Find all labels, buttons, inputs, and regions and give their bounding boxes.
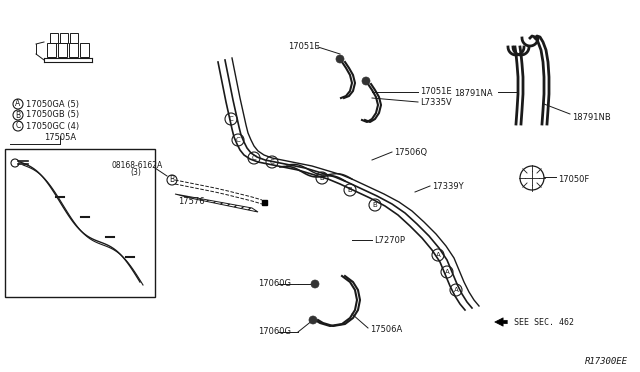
Text: C: C (15, 122, 20, 131)
Text: C: C (252, 155, 257, 161)
Circle shape (336, 55, 344, 63)
Text: A: A (436, 252, 440, 258)
Text: C: C (269, 159, 275, 165)
FancyBboxPatch shape (58, 43, 67, 57)
FancyBboxPatch shape (70, 33, 78, 43)
Text: B: B (372, 202, 378, 208)
Text: A: A (15, 99, 20, 109)
Text: 17050F: 17050F (558, 174, 589, 183)
Text: 17576: 17576 (178, 197, 205, 206)
Text: 17050GB (5): 17050GB (5) (26, 110, 79, 119)
Text: C: C (236, 137, 241, 143)
Text: 17339Y: 17339Y (432, 182, 463, 191)
Text: A: A (445, 269, 449, 275)
Text: R17300EE: R17300EE (585, 357, 628, 366)
Text: L7270P: L7270P (374, 236, 405, 245)
Circle shape (311, 280, 319, 288)
Text: 17060G: 17060G (258, 327, 291, 336)
Text: C: C (228, 116, 234, 122)
Bar (262, 200, 267, 205)
FancyBboxPatch shape (50, 33, 58, 43)
FancyBboxPatch shape (68, 43, 78, 57)
Text: B: B (170, 176, 175, 185)
Text: 17506Q: 17506Q (394, 148, 427, 157)
Text: 08168-6162A: 08168-6162A (112, 161, 163, 170)
Text: SEE SEC. 462: SEE SEC. 462 (514, 318, 574, 327)
Text: 17050GA (5): 17050GA (5) (26, 99, 79, 109)
Text: 17060G: 17060G (258, 279, 291, 288)
Text: 18791NB: 18791NB (572, 112, 611, 122)
Text: 17051E: 17051E (420, 87, 452, 96)
Text: B: B (319, 175, 324, 181)
Text: A: A (454, 287, 458, 293)
Text: 17506A: 17506A (370, 325, 403, 334)
Circle shape (309, 316, 317, 324)
Text: (3): (3) (130, 168, 141, 177)
Text: L7335V: L7335V (420, 98, 452, 107)
Text: 17050GC (4): 17050GC (4) (26, 122, 79, 131)
Text: 18791NA: 18791NA (454, 90, 493, 99)
FancyBboxPatch shape (47, 43, 56, 57)
Text: 17051E: 17051E (288, 42, 319, 51)
FancyBboxPatch shape (60, 33, 68, 43)
Text: B: B (15, 110, 20, 119)
Bar (5, 149, 155, 297)
Text: 17505A: 17505A (44, 133, 76, 142)
Circle shape (362, 77, 370, 85)
Text: B: B (348, 187, 353, 193)
FancyBboxPatch shape (80, 43, 90, 57)
